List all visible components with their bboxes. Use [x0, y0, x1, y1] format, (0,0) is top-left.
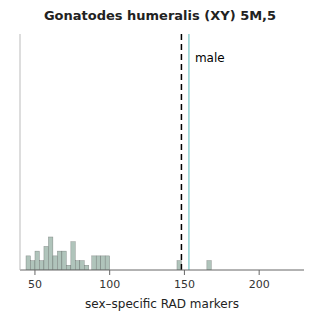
- bar: [84, 265, 88, 270]
- plot-area: [26, 34, 211, 270]
- bar: [57, 251, 61, 270]
- x-tick-label: 150: [174, 278, 195, 291]
- y-axis-line: [20, 34, 21, 270]
- bar: [44, 246, 48, 270]
- bar: [101, 256, 105, 270]
- x-tick-label: 100: [99, 278, 120, 291]
- x-tick-label: 200: [249, 278, 270, 291]
- bar: [66, 265, 70, 270]
- x-tick-label: 50: [28, 278, 42, 291]
- bar: [96, 256, 100, 270]
- vertical-line: [181, 34, 183, 270]
- bar: [105, 256, 109, 270]
- x-tick: [34, 270, 35, 275]
- x-tick: [184, 270, 185, 275]
- x-axis-line: [20, 270, 304, 271]
- bar: [71, 242, 75, 270]
- bar: [53, 256, 57, 270]
- bar: [35, 251, 39, 270]
- bar: [48, 237, 52, 270]
- bar: [80, 261, 84, 270]
- bar: [26, 256, 30, 270]
- x-axis: 50 100 150 200: [28, 270, 270, 291]
- bar: [39, 261, 43, 270]
- x-label: sex–specific RAD markers: [85, 297, 239, 311]
- title: Gonatodes humeralis (XY) 5M,5: [44, 8, 276, 23]
- annotation: male: [195, 51, 225, 65]
- x-tick: [259, 270, 260, 275]
- bar: [207, 261, 211, 270]
- chart: Gonatodes humeralis (XY) 5M,5 50 100 150 200…: [0, 0, 320, 320]
- vertical-line: [188, 34, 190, 270]
- bar: [30, 261, 34, 270]
- bar: [62, 251, 66, 270]
- bar: [75, 261, 79, 270]
- x-tick: [109, 270, 110, 275]
- bar: [92, 256, 96, 270]
